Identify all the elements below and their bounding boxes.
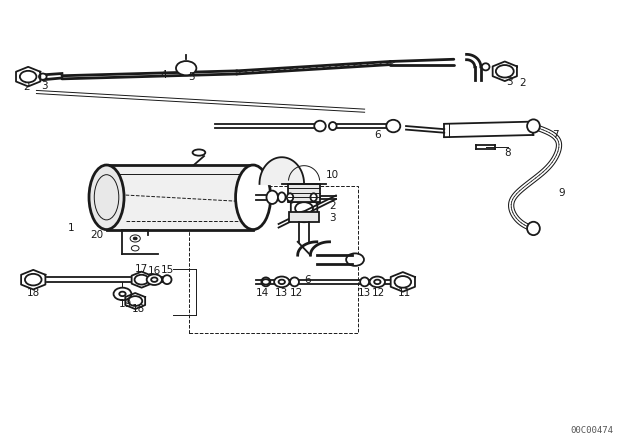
Circle shape (131, 246, 139, 251)
Circle shape (374, 280, 381, 284)
Bar (288, 184, 320, 202)
Ellipse shape (329, 122, 337, 130)
Text: 6: 6 (374, 130, 381, 140)
Text: 2: 2 (24, 82, 30, 92)
Circle shape (274, 276, 289, 287)
Circle shape (134, 275, 148, 284)
Text: 18: 18 (27, 288, 40, 298)
Ellipse shape (163, 275, 172, 284)
Text: 8: 8 (505, 148, 511, 158)
Text: 3: 3 (507, 77, 513, 86)
Polygon shape (16, 67, 40, 86)
Text: 6: 6 (304, 275, 310, 284)
Text: 10: 10 (326, 170, 339, 180)
Circle shape (176, 61, 196, 75)
Circle shape (295, 202, 313, 215)
Polygon shape (493, 61, 517, 81)
Circle shape (20, 71, 36, 82)
Ellipse shape (193, 150, 205, 155)
Ellipse shape (310, 193, 317, 201)
Ellipse shape (314, 121, 326, 131)
Text: 11: 11 (397, 288, 411, 298)
Polygon shape (291, 198, 317, 219)
Text: 13: 13 (275, 288, 289, 298)
Text: 1: 1 (68, 224, 75, 233)
Circle shape (130, 235, 140, 242)
Ellipse shape (236, 165, 271, 229)
Ellipse shape (39, 73, 47, 80)
Text: 12: 12 (372, 288, 385, 298)
Text: 5: 5 (188, 72, 195, 82)
Circle shape (113, 288, 131, 300)
Text: 2: 2 (519, 78, 526, 88)
Circle shape (370, 276, 385, 287)
Text: 18: 18 (132, 305, 145, 314)
Ellipse shape (482, 63, 490, 70)
Polygon shape (125, 293, 145, 309)
Circle shape (296, 211, 312, 222)
Ellipse shape (89, 165, 124, 229)
Bar (289, 212, 319, 222)
Ellipse shape (387, 120, 400, 132)
Text: 3: 3 (42, 81, 48, 91)
Circle shape (262, 279, 269, 284)
Circle shape (394, 276, 411, 288)
Polygon shape (21, 270, 45, 289)
Text: 2: 2 (330, 201, 336, 211)
Text: 15: 15 (161, 265, 173, 275)
Circle shape (128, 296, 142, 306)
Ellipse shape (287, 193, 293, 201)
Text: 13: 13 (358, 288, 371, 298)
Ellipse shape (360, 277, 369, 286)
Ellipse shape (261, 277, 270, 286)
Ellipse shape (527, 222, 540, 235)
Circle shape (25, 274, 42, 285)
Circle shape (119, 292, 125, 296)
Polygon shape (132, 271, 152, 288)
Text: 9: 9 (559, 188, 566, 198)
Text: 3: 3 (330, 213, 336, 223)
Circle shape (133, 237, 137, 240)
Circle shape (496, 65, 514, 78)
Text: 7: 7 (552, 130, 559, 140)
Ellipse shape (290, 277, 299, 286)
Polygon shape (390, 272, 415, 292)
Ellipse shape (278, 192, 285, 202)
Circle shape (278, 280, 285, 284)
Text: 14: 14 (256, 288, 269, 298)
Circle shape (151, 277, 157, 282)
Text: 20: 20 (90, 230, 104, 240)
Ellipse shape (527, 119, 540, 133)
Text: 4: 4 (161, 70, 167, 80)
Bar (106, 165, 253, 229)
Ellipse shape (266, 190, 278, 204)
Text: 12: 12 (290, 288, 303, 298)
Text: 16: 16 (148, 266, 161, 276)
Circle shape (147, 274, 162, 285)
Bar (189, 186, 358, 333)
Text: 19: 19 (119, 299, 132, 309)
Text: 00C00474: 00C00474 (570, 426, 613, 435)
Circle shape (346, 254, 364, 266)
Text: 17: 17 (135, 263, 148, 274)
